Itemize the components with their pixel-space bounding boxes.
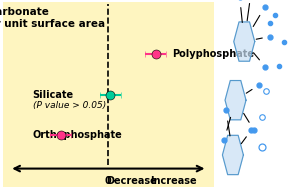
Text: Lead carbonate
mass release per unit surface area: Lead carbonate mass release per unit sur… bbox=[0, 7, 106, 29]
Text: Decrease: Decrease bbox=[106, 176, 157, 186]
Text: 0: 0 bbox=[105, 176, 112, 186]
Text: Increase: Increase bbox=[150, 176, 197, 186]
Text: Polyphosphate: Polyphosphate bbox=[173, 49, 255, 59]
Polygon shape bbox=[225, 81, 246, 120]
Polygon shape bbox=[234, 22, 255, 61]
Text: (P value > 0.05): (P value > 0.05) bbox=[33, 101, 106, 110]
Text: Silicate: Silicate bbox=[33, 90, 74, 99]
Text: Orthophosphate: Orthophosphate bbox=[33, 130, 122, 140]
Polygon shape bbox=[222, 135, 244, 175]
